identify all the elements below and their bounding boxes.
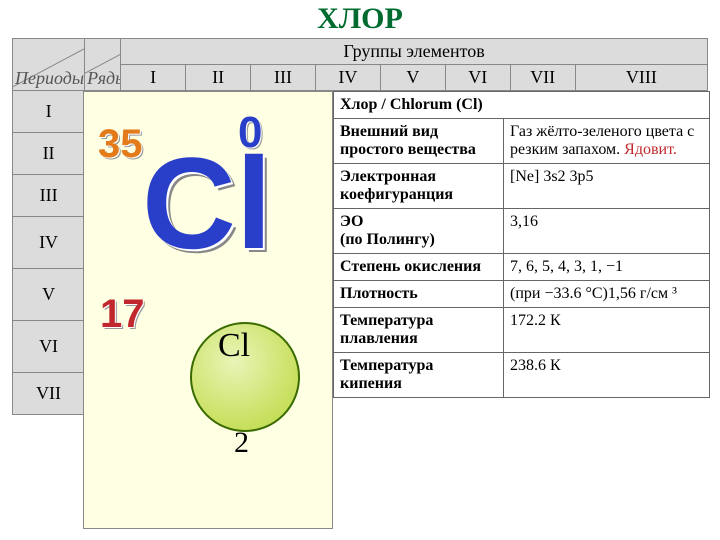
period-1: I: [13, 91, 85, 133]
info-table: Хлор / Chlorum (Cl) Внешний вид простого…: [333, 91, 710, 398]
page-title: ХЛОР: [0, 0, 720, 38]
prop-econfig: Электронная коефигуранция: [334, 164, 504, 209]
period-3: III: [13, 175, 85, 217]
element-symbol: Cl: [142, 138, 272, 268]
period-6: VI: [13, 321, 85, 373]
val-appearance: Газ жёлто-зеленого цвета с резким запахо…: [504, 119, 710, 164]
period-5: V: [13, 269, 85, 321]
val-density: (при −33.6 °C)1,56 г/см ³: [504, 281, 710, 308]
group-2: II: [186, 65, 251, 91]
atomic-number: 17: [100, 292, 145, 337]
info-title: Хлор / Chlorum (Cl): [334, 92, 710, 119]
val-econfig: [Ne] 3s2 3p5: [504, 164, 710, 209]
prop-oxidation: Степень окисления: [334, 254, 504, 281]
group-6: VI: [445, 65, 510, 91]
val-boiling: 238.6 К: [504, 353, 710, 398]
element-panel: 35 0 Cl 17 Cl 2: [83, 91, 333, 529]
molecule-label: Cl: [218, 327, 250, 365]
prop-density: Плотность: [334, 281, 504, 308]
molecule-subscript: 2: [234, 426, 249, 460]
atomic-mass: 35: [98, 122, 143, 167]
group-8: VIII: [575, 65, 707, 91]
groups-header: Группы элементов: [121, 39, 708, 65]
period-7: VII: [13, 373, 85, 415]
group-1: I: [121, 65, 186, 91]
group-5: V: [380, 65, 445, 91]
period-4: IV: [13, 217, 85, 269]
val-appearance-warn: Ядовит.: [624, 141, 677, 158]
prop-appearance: Внешний вид простого вещества: [334, 119, 504, 164]
val-eo: 3,16: [504, 209, 710, 254]
val-melting: 172.2 К: [504, 308, 710, 353]
periods-label: Периоды: [15, 68, 84, 89]
group-4: IV: [315, 65, 380, 91]
prop-eo: ЭО (по Полингу): [334, 209, 504, 254]
rows-header: Ряды: [85, 39, 121, 91]
periods-rows-header: Периоды: [13, 39, 85, 91]
group-3: III: [251, 65, 316, 91]
rows-label: Ряды: [87, 68, 121, 89]
group-7: VII: [510, 65, 575, 91]
prop-melting: Температура плавления: [334, 308, 504, 353]
prop-boiling: Температура кипения: [334, 353, 504, 398]
period-2: II: [13, 133, 85, 175]
val-oxidation: 7, 6, 5, 4, 3, 1, −1: [504, 254, 710, 281]
